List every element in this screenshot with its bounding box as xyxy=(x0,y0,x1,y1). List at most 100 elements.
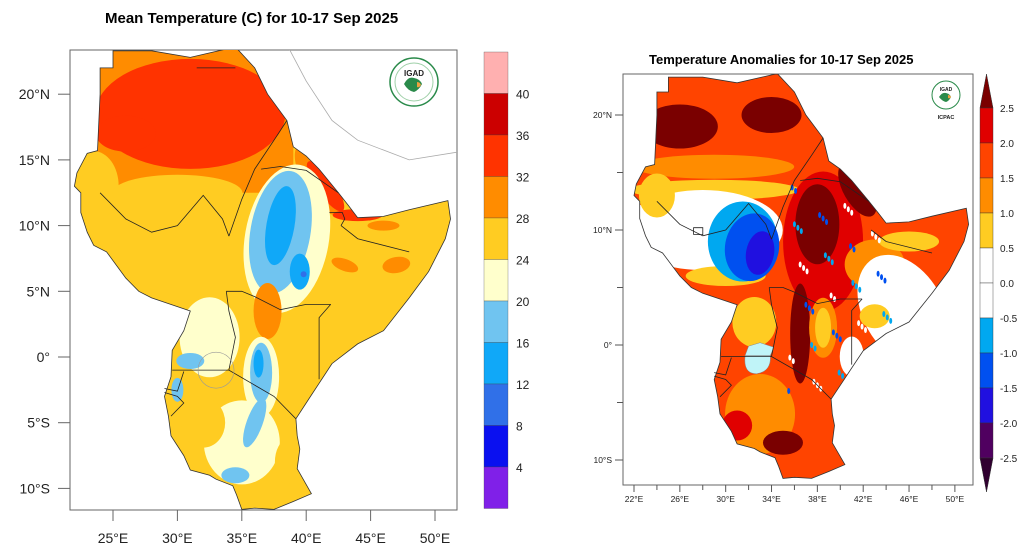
lake-victoria xyxy=(744,342,775,375)
anom-tanzania-dark xyxy=(762,430,803,455)
lat-tick-label: 0° xyxy=(37,349,50,365)
temp-ogaden-orange xyxy=(331,257,359,273)
colorbar-swatch xyxy=(483,466,509,509)
country-border xyxy=(261,166,339,194)
colorbar-label: 1.5 xyxy=(1000,174,1014,185)
colorbar-swatch xyxy=(979,142,994,179)
anomaly-speckle xyxy=(790,184,794,191)
country-border xyxy=(771,137,824,240)
anomaly-speckle xyxy=(792,221,796,228)
left-map: IGAD 20°N 15°N 10°N 5°N 0° 5°S 10°S 25°E 30°E 35°E… xyxy=(19,49,458,546)
colorbar-label: 2.5 xyxy=(1000,104,1014,115)
anomaly-speckle xyxy=(811,308,815,315)
country-border xyxy=(225,291,236,371)
anomaly-speckle xyxy=(880,274,884,281)
anomaly-speckle xyxy=(858,286,862,293)
logo-inner-ring xyxy=(394,62,434,102)
country-border xyxy=(226,290,331,311)
arabia-coastline xyxy=(289,50,457,161)
colorbar-arrow-top xyxy=(979,73,994,109)
anom-rift-dark xyxy=(790,283,811,384)
anomaly-speckle xyxy=(810,342,814,348)
temp-southern-highlands-blue xyxy=(221,467,250,484)
lat-tick-label: 5°S xyxy=(27,415,50,431)
anomaly-speckle xyxy=(860,323,864,330)
colorbar-label: 24 xyxy=(516,254,530,268)
colorbar-swatch xyxy=(979,107,994,144)
temp-tanzania-west-yellow xyxy=(181,397,226,448)
anom-somaliland-yellow xyxy=(879,231,940,252)
lon-tick-label: 38°E xyxy=(808,494,827,504)
country-border xyxy=(693,227,704,236)
temp-hot-west xyxy=(95,115,156,152)
anomaly-speckle xyxy=(788,354,792,361)
anomaly-speckle xyxy=(852,246,856,253)
temp-tz-coast-yellow xyxy=(274,440,299,485)
anom-uganda-yellow xyxy=(732,297,777,347)
anom-somalia-yellow xyxy=(859,304,890,329)
colorbar-arrow-bottom xyxy=(979,457,994,493)
lat-tick-label: 10°N xyxy=(593,225,612,235)
lon-tick-label: 46°E xyxy=(900,494,919,504)
anomaly-speckle xyxy=(874,233,878,240)
anomaly-speckle xyxy=(818,212,822,219)
anomaly-speckle xyxy=(796,224,800,231)
logo-text: IGAD xyxy=(940,87,953,93)
igad-region-icon xyxy=(948,95,951,99)
anomaly-speckle xyxy=(791,358,795,365)
anomaly-speckle xyxy=(833,296,837,302)
country-border xyxy=(769,287,863,305)
country-border xyxy=(164,371,185,392)
anomaly-speckle xyxy=(821,215,825,222)
lon-tick-label: 50°E xyxy=(946,494,965,504)
colorbar-label: -1.5 xyxy=(1000,384,1018,395)
anomaly-speckle xyxy=(802,264,806,271)
anomaly-speckle xyxy=(794,187,798,194)
colorbar-swatch xyxy=(979,177,994,214)
africa-icon xyxy=(404,77,422,92)
anomaly-speckle xyxy=(841,373,845,380)
country-border xyxy=(172,369,297,420)
colorbar-label: 0.0 xyxy=(1000,279,1014,290)
left-map-title: Mean Temperature (C) for 10-17 Sep 2025 xyxy=(105,10,399,27)
anom-band-orange xyxy=(634,154,795,179)
lon-tick-label: 50°E xyxy=(420,530,451,546)
country-border xyxy=(228,120,288,237)
colorbar-label: 8 xyxy=(516,420,523,434)
colorbar-swatch xyxy=(979,282,994,319)
colorbar-label: 2.0 xyxy=(1000,139,1014,150)
temp-west-uganda-blue xyxy=(176,352,205,369)
anomaly-speckle xyxy=(830,259,834,266)
lon-tick-label: 34°E xyxy=(762,494,781,504)
region-outline xyxy=(633,74,970,479)
temp-danakil-hot xyxy=(306,161,345,212)
anomaly-speckle xyxy=(838,336,842,343)
lat-tick-label: 10°S xyxy=(19,480,50,496)
country-border xyxy=(714,357,732,376)
colorbar-label: 36 xyxy=(516,129,530,143)
anomaly-speckle xyxy=(863,327,867,334)
temp-bale-8-12 xyxy=(300,271,307,278)
anomaly-speckle xyxy=(877,237,881,244)
anom-west-yellow xyxy=(638,173,675,218)
lat-tick-label: 20°N xyxy=(593,110,612,120)
anomaly-speckle xyxy=(805,268,809,275)
anomaly-speckle xyxy=(849,243,853,250)
anomaly-speckle xyxy=(829,292,833,299)
anomaly-speckle xyxy=(831,329,835,336)
temp-north-somali-orange xyxy=(367,220,400,231)
country-border xyxy=(800,177,870,202)
colorbar-swatch xyxy=(483,51,509,94)
region-outline xyxy=(73,50,451,510)
country-border xyxy=(768,287,778,357)
anomaly-speckle xyxy=(882,310,886,317)
lat-tick-label: 10°N xyxy=(19,218,50,234)
lat-tick-label: 0° xyxy=(604,340,612,350)
colorbar-swatch xyxy=(979,352,994,389)
anomaly-speckle xyxy=(827,255,831,262)
colorbar-label: 0.5 xyxy=(1000,244,1014,255)
anomaly-speckle xyxy=(843,202,847,209)
left-colorbar: 40 36 32 28 24 20 16 12 8 4 xyxy=(483,51,530,509)
colorbar-swatch xyxy=(483,93,509,136)
